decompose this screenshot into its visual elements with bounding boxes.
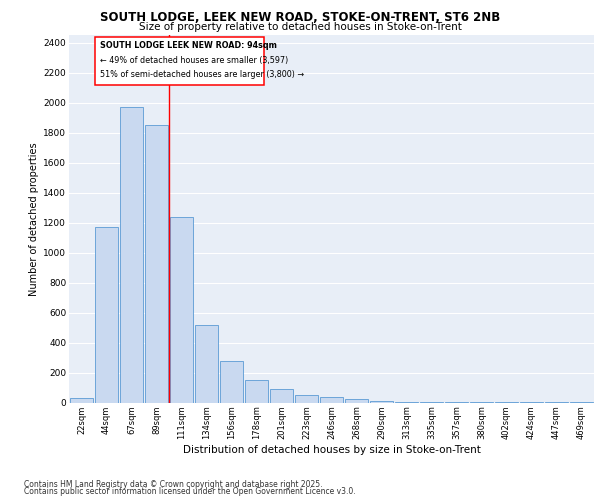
Text: Size of property relative to detached houses in Stoke-on-Trent: Size of property relative to detached ho…: [139, 22, 461, 32]
FancyBboxPatch shape: [95, 38, 264, 85]
Bar: [120, 107, 143, 403]
X-axis label: Distribution of detached houses by size in Stoke-on-Trent: Distribution of detached houses by size …: [182, 444, 481, 454]
Text: ← 49% of detached houses are smaller (3,597): ← 49% of detached houses are smaller (3,…: [100, 56, 289, 65]
Bar: [295, 396, 318, 402]
Bar: [270, 389, 293, 402]
Bar: [370, 401, 393, 402]
Text: SOUTH LODGE, LEEK NEW ROAD, STOKE-ON-TRENT, ST6 2NB: SOUTH LODGE, LEEK NEW ROAD, STOKE-ON-TRE…: [100, 11, 500, 24]
Bar: [195, 325, 218, 402]
Text: Contains HM Land Registry data © Crown copyright and database right 2025.: Contains HM Land Registry data © Crown c…: [24, 480, 323, 489]
Bar: [145, 125, 168, 402]
Bar: [70, 398, 93, 402]
Bar: [170, 216, 193, 402]
Bar: [320, 397, 343, 402]
Bar: [345, 399, 368, 402]
Bar: [220, 361, 243, 403]
Text: Contains public sector information licensed under the Open Government Licence v3: Contains public sector information licen…: [24, 487, 356, 496]
Bar: [95, 227, 118, 402]
Bar: [245, 380, 268, 402]
Y-axis label: Number of detached properties: Number of detached properties: [29, 142, 39, 296]
Text: 51% of semi-detached houses are larger (3,800) →: 51% of semi-detached houses are larger (…: [100, 70, 304, 79]
Text: SOUTH LODGE LEEK NEW ROAD: 94sqm: SOUTH LODGE LEEK NEW ROAD: 94sqm: [100, 41, 277, 50]
